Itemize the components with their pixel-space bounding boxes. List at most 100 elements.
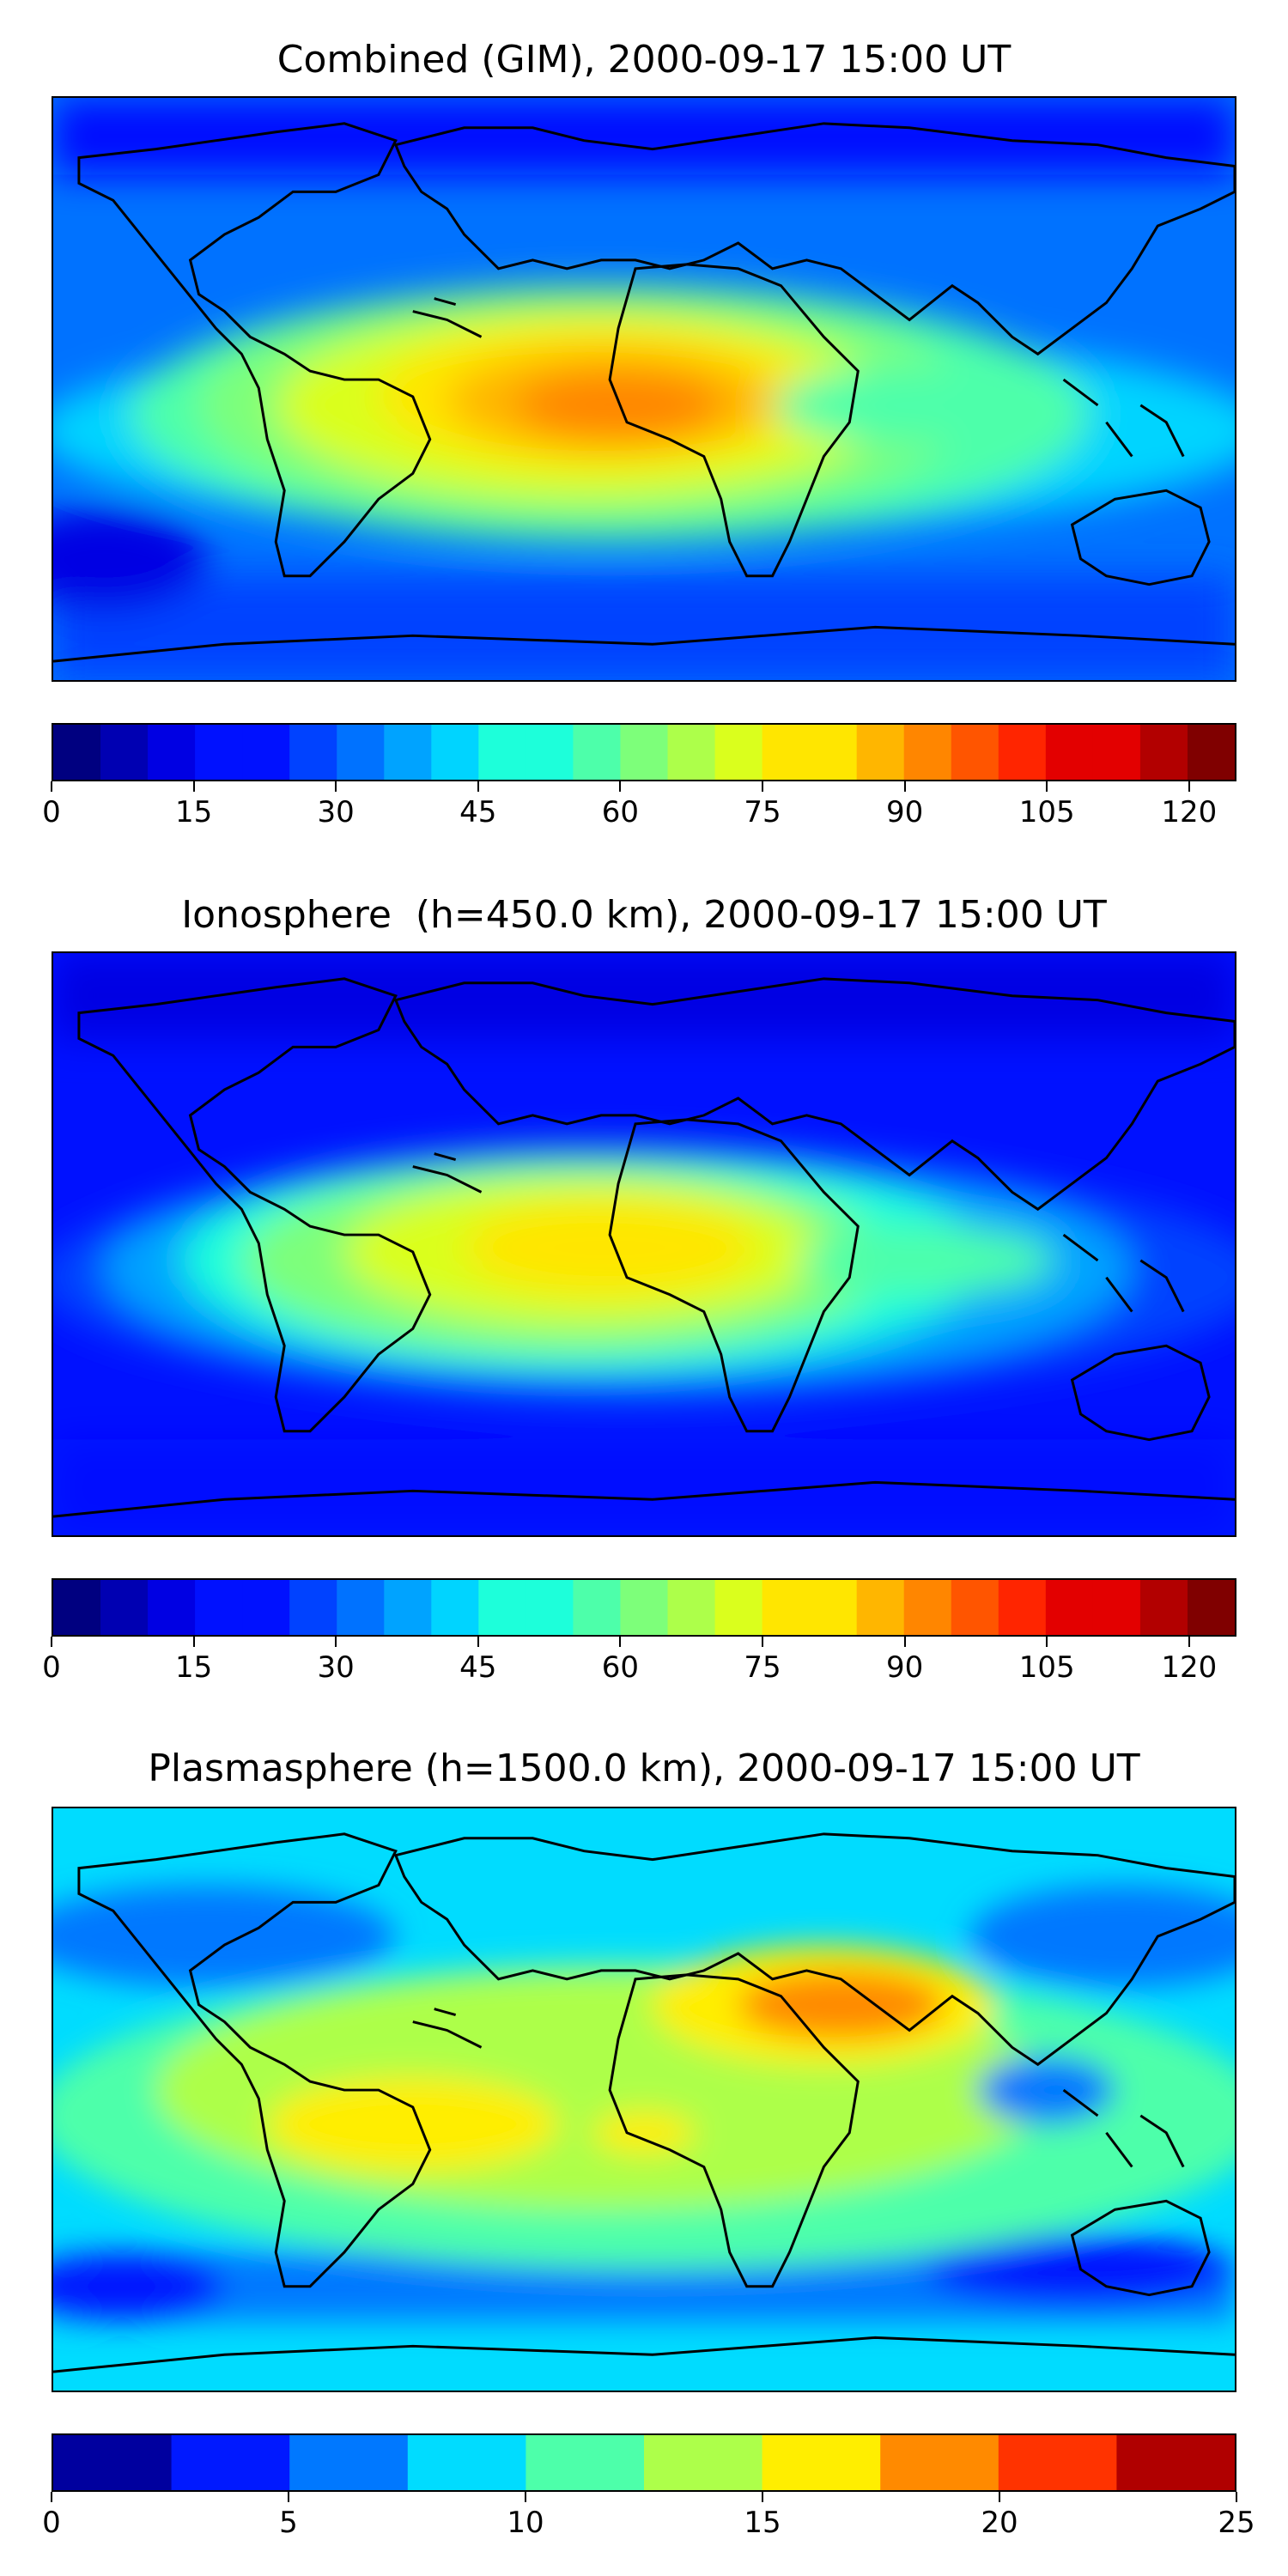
colorbar-tick: [335, 781, 337, 792]
map-ionosphere: [52, 951, 1236, 1537]
colorbar-level: [714, 725, 763, 780]
colorbar-level: [148, 725, 196, 780]
colorbar-level: [573, 1580, 622, 1635]
colorbar-tick: [192, 1637, 195, 1647]
heatmap-contour: [53, 1439, 1235, 1535]
colorbar-tick: [51, 781, 52, 792]
panel-title-plasmasphere: Plasmasphere (h=1500.0 km), 2000-09-17 1…: [148, 1747, 1140, 1790]
heatmap-contour: [592, 2111, 696, 2154]
colorbar-level: [384, 1580, 432, 1635]
colorbar-level: [195, 725, 243, 780]
colorbar-level: [880, 2435, 999, 2490]
colorbar-level: [289, 2435, 409, 2490]
colorbar-level: [431, 725, 479, 780]
heatmap-contour: [53, 2251, 225, 2321]
colorbar-level: [714, 1580, 763, 1635]
colorbar-tick-label: 10: [507, 2506, 544, 2540]
colorbar-level: [337, 725, 385, 780]
colorbar-level: [242, 1580, 290, 1635]
colorbar-tick: [192, 781, 195, 792]
colorbar-tick-label: 0: [42, 1650, 61, 1685]
colorbar-tick: [477, 781, 479, 792]
colorbar-level: [53, 2435, 173, 2490]
colorbar-level: [337, 1580, 385, 1635]
colorbar-tick: [619, 781, 622, 792]
colorbar-level: [762, 725, 811, 780]
colorbar-tick: [51, 1637, 52, 1647]
map-plasmasphere: [52, 1807, 1236, 2392]
heatmap-contour: [53, 98, 1235, 175]
colorbar-level: [1092, 725, 1141, 780]
colorbar-tick: [1046, 1637, 1048, 1647]
colorbar-level: [289, 725, 337, 780]
colorbar-tick-label: 90: [885, 795, 924, 829]
colorbar-level: [620, 1580, 669, 1635]
colorbar-tick-label: 0: [42, 2506, 61, 2540]
panel-title-combined: Combined (GIM), 2000-09-17 15:00 UT: [276, 38, 1012, 82]
colorbar-tick-label: 15: [174, 1650, 213, 1685]
coastlines: [53, 122, 1235, 663]
heatmap-contour: [798, 1226, 1055, 1295]
colorbar-level: [53, 1580, 101, 1635]
colorbar-tick-label: 0: [42, 795, 61, 829]
colorbar-level: [407, 2435, 526, 2490]
colorbar-level: [998, 725, 1047, 780]
colorbar-tick-label: 60: [601, 795, 640, 829]
colorbar-tick: [903, 1637, 906, 1647]
colorbar-tick-label: 75: [744, 795, 781, 829]
colorbar-tick-label: 25: [1218, 2506, 1255, 2540]
colorbar-level: [667, 725, 716, 780]
heatmap-contour: [53, 507, 208, 611]
colorbar-tick-label: 120: [1161, 795, 1218, 829]
colorbar-tick: [51, 2492, 52, 2502]
colorbar-combined: [52, 723, 1236, 781]
colorbar-tick-label: 30: [317, 795, 355, 829]
heatmap-contour: [738, 1970, 944, 2039]
colorbar-tick-label: 15: [174, 795, 213, 829]
colorbar-tick: [762, 1637, 763, 1647]
colorbar-level: [951, 1580, 999, 1635]
heatmap-ionosphere: [53, 953, 1235, 1535]
colorbar-level: [195, 1580, 243, 1635]
colorbar-tick-label: 5: [279, 2506, 298, 2540]
colorbar-tick: [762, 2492, 763, 2502]
colorbar-tick: [525, 2492, 526, 2502]
colorbar-level: [573, 725, 622, 780]
colorbar-level: [1116, 2435, 1235, 2490]
heatmap-contour: [267, 2077, 559, 2172]
colorbar-level: [431, 1580, 479, 1635]
colorbar-level: [951, 725, 999, 780]
colorbar-level: [1187, 1580, 1235, 1635]
coastlines: [53, 1832, 1235, 2373]
colorbar-tick: [1046, 781, 1048, 792]
colorbar-level: [242, 725, 290, 780]
colorbar-tick: [619, 1637, 622, 1647]
colorbar-level: [809, 1580, 858, 1635]
colorbar-level: [1045, 725, 1094, 780]
colorbar-level: [809, 725, 858, 780]
colorbar-level: [762, 1580, 811, 1635]
colorbar-tick: [762, 781, 763, 792]
colorbar-tick-label: 15: [744, 2506, 781, 2540]
colorbar-level: [100, 725, 149, 780]
colorbar-level: [1139, 1580, 1188, 1635]
colorbar-ionosphere: [52, 1578, 1236, 1637]
panel-title-ionosphere: Ionosphere (h=450.0 km), 2000-09-17 15:0…: [181, 893, 1107, 937]
colorbar-tick-label: 105: [1018, 795, 1075, 829]
colorbar-tick: [1236, 2492, 1237, 2502]
heatmap-contour: [53, 953, 1235, 1039]
heatmap-contour: [977, 2056, 1115, 2124]
colorbar-tick-label: 120: [1161, 1650, 1218, 1685]
colorbar-tick-label: 60: [601, 1650, 640, 1685]
colorbar-tick-label: 45: [459, 795, 497, 829]
colorbar-level: [478, 725, 526, 780]
colorbar-tick: [903, 781, 906, 792]
colorbar-level: [998, 2435, 1117, 2490]
colorbar-level: [1045, 1580, 1094, 1635]
coastlines: [53, 977, 1235, 1518]
colorbar-tick-label: 20: [981, 2506, 1018, 2540]
colorbar-level: [289, 1580, 337, 1635]
colorbar-tick: [1188, 1637, 1190, 1647]
colorbar-plasmasphere: [52, 2433, 1236, 2492]
heatmap-contour: [53, 575, 1235, 680]
